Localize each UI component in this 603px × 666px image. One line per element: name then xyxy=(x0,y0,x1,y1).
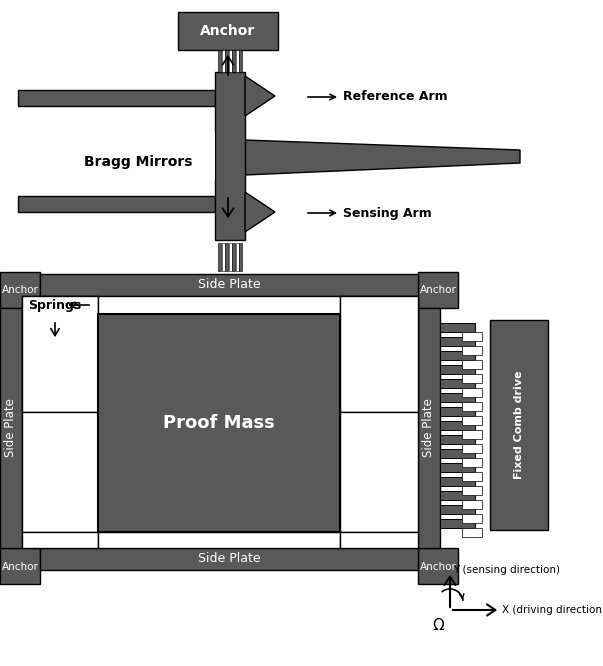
Polygon shape xyxy=(440,393,475,402)
Polygon shape xyxy=(440,421,475,430)
Polygon shape xyxy=(440,351,475,360)
Polygon shape xyxy=(239,243,242,271)
Polygon shape xyxy=(22,532,98,548)
Polygon shape xyxy=(440,449,475,458)
Text: Anchor: Anchor xyxy=(420,285,456,295)
Polygon shape xyxy=(245,140,520,175)
Polygon shape xyxy=(490,320,548,530)
Text: Anchor: Anchor xyxy=(420,562,456,572)
Polygon shape xyxy=(462,514,482,523)
Polygon shape xyxy=(440,477,475,486)
Polygon shape xyxy=(340,532,418,548)
Polygon shape xyxy=(462,346,482,355)
Polygon shape xyxy=(98,296,340,314)
Polygon shape xyxy=(225,50,228,72)
Text: Y (sensing direction): Y (sensing direction) xyxy=(453,565,560,575)
Polygon shape xyxy=(22,412,98,532)
Polygon shape xyxy=(440,463,475,472)
Polygon shape xyxy=(340,412,418,532)
Polygon shape xyxy=(221,50,224,72)
Polygon shape xyxy=(418,308,440,548)
Text: Ω: Ω xyxy=(432,619,444,633)
Text: Anchor: Anchor xyxy=(2,285,39,295)
Text: Fixed Comb drive: Fixed Comb drive xyxy=(514,371,524,480)
Polygon shape xyxy=(418,548,458,584)
Polygon shape xyxy=(239,50,242,72)
Text: Side Plate: Side Plate xyxy=(198,553,260,565)
Polygon shape xyxy=(98,314,340,532)
Polygon shape xyxy=(0,272,40,308)
Polygon shape xyxy=(218,243,221,271)
Polygon shape xyxy=(0,548,40,584)
Polygon shape xyxy=(178,12,278,50)
Polygon shape xyxy=(18,90,215,106)
Polygon shape xyxy=(462,458,482,467)
Polygon shape xyxy=(232,50,235,72)
Polygon shape xyxy=(340,296,418,414)
Polygon shape xyxy=(462,402,482,411)
Text: Side Plate: Side Plate xyxy=(198,278,260,292)
Polygon shape xyxy=(22,296,98,414)
Polygon shape xyxy=(245,192,275,232)
Text: Anchor: Anchor xyxy=(200,24,256,38)
Polygon shape xyxy=(462,528,482,537)
Polygon shape xyxy=(440,491,475,500)
Polygon shape xyxy=(462,500,482,509)
Polygon shape xyxy=(462,374,482,383)
Polygon shape xyxy=(245,76,275,116)
Polygon shape xyxy=(462,444,482,453)
Polygon shape xyxy=(22,296,98,412)
Polygon shape xyxy=(462,416,482,425)
Polygon shape xyxy=(236,243,239,271)
Polygon shape xyxy=(440,365,475,374)
Polygon shape xyxy=(440,505,475,514)
Text: Sensing Arm: Sensing Arm xyxy=(343,206,432,220)
Polygon shape xyxy=(440,435,475,444)
Text: Proof Mass: Proof Mass xyxy=(163,414,275,432)
Text: X (driving direction): X (driving direction) xyxy=(502,605,603,615)
Polygon shape xyxy=(221,243,224,271)
Polygon shape xyxy=(440,519,475,528)
Polygon shape xyxy=(462,360,482,369)
Polygon shape xyxy=(0,308,22,548)
Polygon shape xyxy=(236,50,239,72)
Polygon shape xyxy=(18,196,215,212)
Polygon shape xyxy=(215,72,245,240)
Polygon shape xyxy=(201,131,215,181)
Polygon shape xyxy=(229,50,232,72)
Text: Side Plate: Side Plate xyxy=(423,398,435,458)
Polygon shape xyxy=(340,296,418,412)
Polygon shape xyxy=(462,332,482,341)
Polygon shape xyxy=(462,430,482,439)
Polygon shape xyxy=(462,486,482,495)
Polygon shape xyxy=(218,50,221,72)
Polygon shape xyxy=(440,379,475,388)
Text: Bragg Mirrors: Bragg Mirrors xyxy=(84,155,192,169)
Polygon shape xyxy=(229,243,232,271)
Polygon shape xyxy=(40,274,418,296)
Polygon shape xyxy=(225,243,228,271)
Polygon shape xyxy=(440,407,475,416)
Text: Anchor: Anchor xyxy=(2,562,39,572)
Text: Side Plate: Side Plate xyxy=(4,398,17,458)
Polygon shape xyxy=(440,323,475,332)
Polygon shape xyxy=(232,243,235,271)
Text: Reference Arm: Reference Arm xyxy=(343,91,447,103)
Polygon shape xyxy=(40,548,418,570)
Polygon shape xyxy=(440,337,475,346)
Polygon shape xyxy=(462,388,482,397)
Text: Springs: Springs xyxy=(28,298,81,312)
Polygon shape xyxy=(98,532,340,548)
Polygon shape xyxy=(462,472,482,481)
Polygon shape xyxy=(418,272,458,308)
